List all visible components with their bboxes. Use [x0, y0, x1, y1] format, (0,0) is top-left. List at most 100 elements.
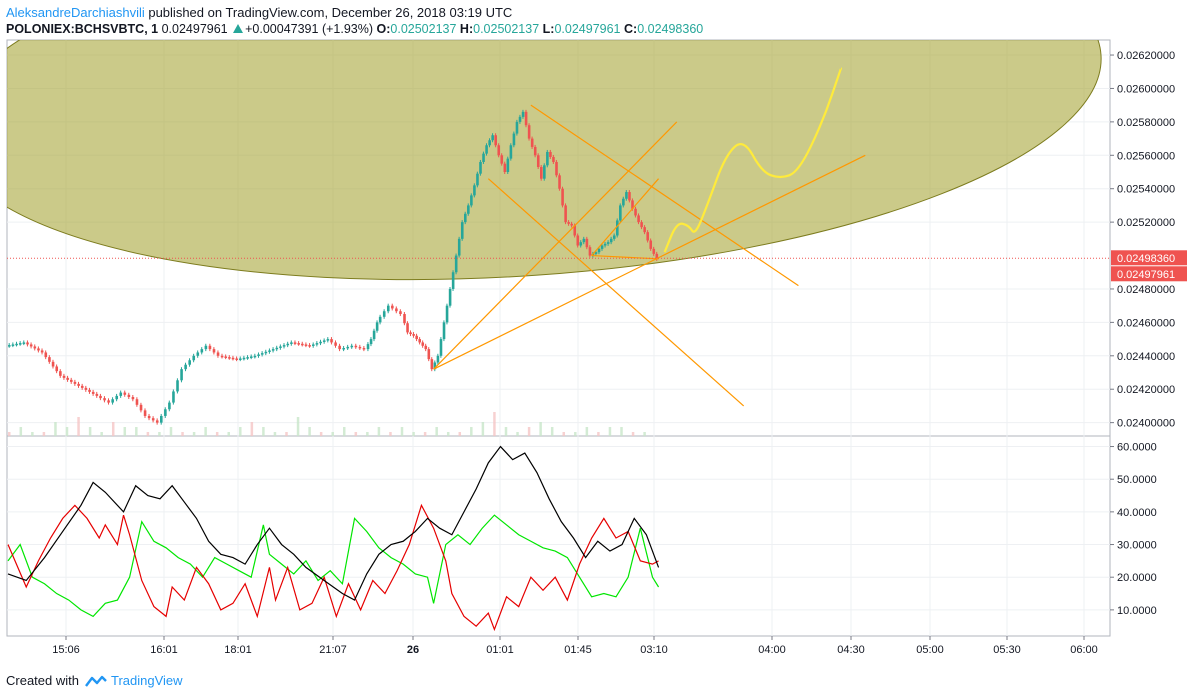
candle-body [558, 175, 561, 189]
candle-body [609, 238, 613, 243]
candle-body [485, 145, 488, 154]
candle-body [66, 377, 69, 380]
candle-body [649, 240, 653, 249]
candle-body [600, 245, 604, 249]
volume-bar [158, 432, 161, 436]
candle-body [15, 343, 18, 346]
candle-body [99, 395, 102, 399]
candle-body [433, 362, 437, 370]
candle-body [29, 344, 33, 347]
candle-body [319, 341, 322, 344]
time-tick-label: 15:06 [52, 644, 80, 656]
volume-bar [493, 412, 496, 436]
volume-bar [308, 427, 311, 436]
candle-body [464, 213, 467, 223]
candle-body [220, 355, 224, 358]
candle-body [518, 116, 522, 122]
indicator-pane-frame [6, 435, 1111, 637]
candle-body [70, 379, 73, 382]
indicator-tick-label: 40.0000 [1117, 507, 1157, 519]
high-label: H: [459, 22, 474, 36]
candle-body [131, 397, 135, 400]
candle-body [640, 222, 643, 228]
candle-body [338, 345, 341, 350]
candle-body [200, 349, 204, 353]
candle-body [622, 198, 625, 206]
volume-bar [504, 427, 508, 436]
candle-body [253, 355, 257, 358]
candle-body [346, 346, 350, 349]
publish-info: published on TradingView.com, December 2… [144, 5, 513, 20]
candle-body [84, 387, 88, 390]
candle-body [451, 272, 455, 289]
candle-body [616, 220, 619, 236]
volume-bar [516, 432, 519, 436]
candle-body [637, 215, 640, 223]
candle-body [533, 146, 537, 156]
volume-bar [77, 417, 80, 436]
last-price: 0.02497961 [161, 22, 228, 36]
candle-body [561, 188, 564, 206]
candle-body [26, 342, 29, 345]
time-tick-label: 26 [407, 644, 419, 656]
projection-curve [663, 68, 843, 253]
candle-body [188, 360, 191, 365]
candle-body [326, 339, 330, 341]
candle-body [290, 342, 293, 344]
candle-body [358, 346, 362, 349]
volume-bar [423, 432, 427, 436]
candle-body [395, 308, 398, 312]
author-link[interactable]: AleksandreDarchiashvili [6, 5, 145, 20]
candle-body [301, 343, 304, 346]
candle-body [512, 133, 516, 146]
low-value: 0.02497961 [554, 22, 621, 36]
candle-body [421, 342, 425, 346]
candle-body [509, 145, 513, 159]
volume-bar [585, 427, 589, 436]
candle-body [403, 314, 406, 324]
candle-body [418, 339, 421, 343]
volume-bar [100, 432, 103, 436]
candle-body [135, 399, 139, 405]
candle-body [457, 238, 461, 256]
volume-bar [262, 427, 265, 436]
volume-bar [446, 432, 450, 436]
candle-body [293, 342, 297, 344]
candle-body [412, 334, 415, 336]
candle-body [11, 344, 15, 346]
indicator-tick-label: 60.0000 [1117, 442, 1157, 454]
candle-body [503, 163, 507, 172]
tradingview-link[interactable]: TradingView [110, 673, 183, 688]
candle-body [268, 350, 271, 352]
candle-body [235, 358, 238, 360]
volume-bar [319, 432, 323, 436]
candle-body [448, 288, 452, 306]
volume-bar [527, 427, 531, 436]
candle-body [143, 410, 147, 416]
candle-body [184, 364, 187, 370]
candle-body [107, 400, 110, 403]
candle-body [555, 161, 558, 176]
volume-bar [31, 432, 34, 436]
candles [8, 109, 659, 425]
candle-body [204, 345, 208, 350]
candle-body [524, 111, 528, 126]
volume-bar [192, 432, 196, 436]
indicator-tick-label: 20.0000 [1117, 572, 1157, 584]
candle-body [246, 357, 249, 359]
candle-body [8, 345, 11, 347]
candle-body [506, 158, 510, 172]
volume-bar [389, 432, 392, 436]
candle-body [386, 305, 390, 312]
indicator-pane [7, 445, 660, 632]
candle-body [619, 205, 622, 221]
candle-body [634, 208, 637, 216]
candle-body [585, 238, 589, 248]
indicator-tick-label: 50.0000 [1117, 474, 1157, 486]
price-tick-label: 0.02600000 [1117, 83, 1175, 95]
candle-body [242, 357, 246, 360]
indicator-line-red [7, 503, 659, 632]
candle-body [224, 356, 228, 358]
trend-lines [433, 104, 866, 407]
